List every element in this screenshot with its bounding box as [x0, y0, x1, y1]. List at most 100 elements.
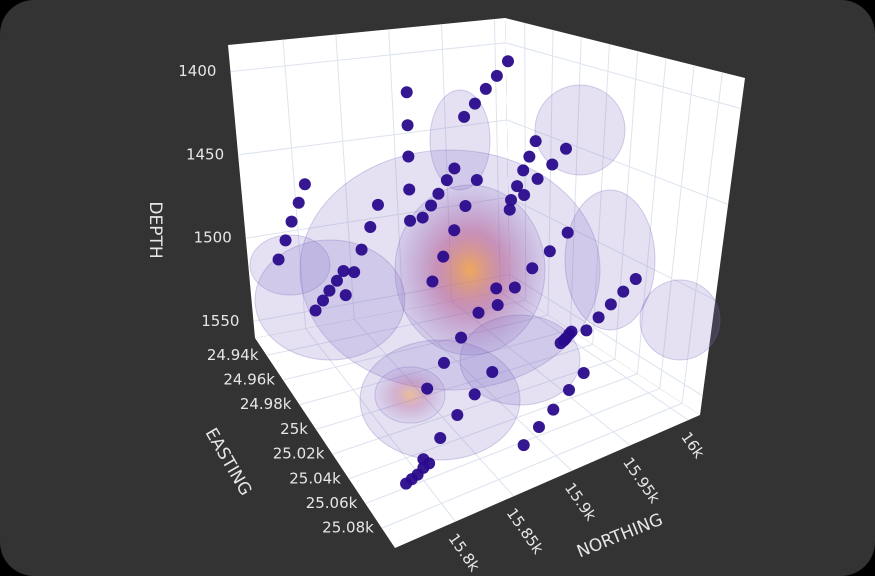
- y-tick-label: 24.98k: [240, 395, 292, 413]
- drill-point: [459, 199, 472, 212]
- drill-point: [416, 211, 429, 224]
- drill-point: [580, 324, 593, 337]
- drill-point: [403, 183, 416, 196]
- drill-point: [316, 294, 329, 307]
- drill-point: [458, 110, 471, 123]
- drill-point: [400, 86, 413, 99]
- drill-point: [511, 180, 524, 193]
- x-tick-label: 15.8k: [445, 530, 484, 575]
- grid-line: [505, 42, 742, 110]
- drill-point: [423, 457, 436, 470]
- drill-point: [298, 178, 311, 191]
- drill-point: [517, 164, 530, 177]
- drill-point: [505, 194, 518, 207]
- drill-point: [355, 243, 368, 256]
- isosurface: [429, 89, 491, 191]
- scene-box: [228, 18, 745, 548]
- grid-line: [614, 51, 639, 360]
- y-tick-label: 24.94k: [207, 346, 259, 364]
- drill-point: [491, 299, 504, 312]
- drill-point: [437, 250, 450, 263]
- drill-point: [432, 187, 445, 200]
- grid-line: [547, 29, 554, 316]
- drill-point: [526, 262, 539, 275]
- grid-line: [681, 72, 723, 404]
- y-tick-label: 24.96k: [223, 371, 275, 389]
- floor: [255, 290, 700, 548]
- drill-point: [529, 135, 542, 148]
- drill-point: [330, 274, 343, 287]
- drill-point: [339, 289, 352, 302]
- grid-line: [348, 373, 638, 480]
- drill-point: [404, 214, 417, 227]
- drill-point: [448, 162, 461, 175]
- drill-point: [364, 221, 377, 234]
- grid-line: [636, 58, 667, 374]
- isosurface: [534, 84, 626, 176]
- drill-point: [323, 284, 336, 297]
- drill-point: [479, 82, 492, 95]
- drill-point: [437, 356, 450, 369]
- points: [272, 55, 642, 490]
- drill-point: [561, 226, 574, 239]
- grid-line: [592, 44, 610, 345]
- grid-line: [509, 274, 703, 397]
- x-tick-label: 15.9k: [561, 479, 600, 524]
- y-axis-title: EASTING: [201, 425, 256, 499]
- drill-point: [523, 150, 536, 163]
- drill-point: [285, 215, 298, 228]
- isosurface-core: [374, 366, 446, 424]
- y-tick-label: 25.02k: [273, 445, 325, 463]
- drill-point: [490, 282, 503, 295]
- drill-point: [531, 172, 544, 185]
- drill-point: [503, 203, 516, 216]
- drill-point: [501, 55, 514, 68]
- drill-point: [565, 325, 578, 338]
- drill-point: [490, 69, 503, 82]
- x-tick-label: 16k: [677, 429, 708, 462]
- drill-point: [560, 142, 573, 155]
- drill-point: [421, 382, 434, 395]
- drill-point: [629, 272, 642, 285]
- grid-line: [569, 37, 582, 330]
- drill-point: [426, 275, 439, 288]
- drill-point: [434, 431, 447, 444]
- drill-point: [577, 367, 590, 380]
- drill-point: [292, 196, 305, 209]
- z-tick-label: 1500: [194, 229, 232, 247]
- drill-point: [402, 150, 415, 163]
- z-tick-label: 1550: [201, 312, 239, 330]
- grid-line: [332, 358, 616, 455]
- drill-point: [455, 331, 468, 344]
- isosurface: [639, 279, 721, 361]
- isosurface: [249, 234, 331, 296]
- drill-point: [337, 264, 350, 277]
- drill-point: [518, 188, 531, 201]
- y-tick-label: 25.04k: [289, 469, 341, 487]
- grid-line: [305, 328, 456, 522]
- grid-line: [230, 42, 506, 73]
- drill-point: [617, 285, 630, 298]
- x-tick-label: 15.95k: [619, 454, 664, 507]
- z-tick-label: 1400: [178, 62, 216, 80]
- drill-point: [272, 253, 285, 266]
- drill-point: [348, 266, 361, 279]
- grid-line: [381, 402, 683, 529]
- grid-line: [508, 196, 716, 301]
- drill-point: [470, 174, 483, 187]
- drill-point: [448, 224, 461, 237]
- drill-point: [279, 234, 292, 247]
- drill-point: [547, 403, 560, 416]
- isosurface-core: [394, 184, 546, 356]
- drill-point: [309, 304, 322, 317]
- side-wall: [505, 18, 745, 415]
- y-tick-label: 25k: [280, 420, 308, 438]
- grid-line: [506, 119, 729, 205]
- drill-point: [468, 388, 481, 401]
- drill-point: [563, 383, 576, 396]
- y-tick-label: 25.06k: [306, 494, 358, 512]
- drill-point: [486, 366, 499, 379]
- grid-line: [238, 119, 507, 156]
- drill-point: [401, 119, 414, 132]
